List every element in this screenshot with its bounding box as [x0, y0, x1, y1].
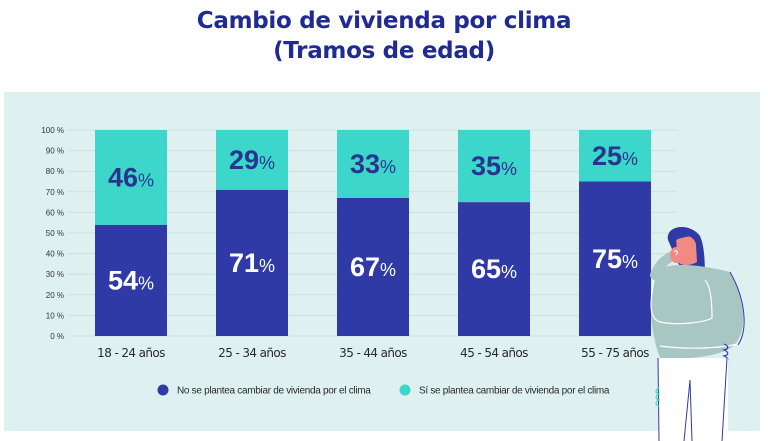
data-label: 35% [471, 151, 517, 181]
bar-segment-no [95, 224, 167, 336]
y-tick-label: 40 % [46, 250, 64, 259]
woman-thinking-illustration [650, 226, 745, 441]
x-category-label: 18 - 24 años [97, 346, 165, 360]
y-tick-label: 10 % [46, 311, 64, 320]
y-tick-label: 60 % [46, 208, 64, 217]
data-label: 25% [592, 141, 638, 171]
y-tick-label: 30 % [46, 270, 64, 279]
data-labels: 54% 46% 71% 29% 67% 33% 65% 35% 75% 25% [108, 141, 638, 296]
chart-subtitle: (Tramos de edad) [273, 38, 495, 64]
y-tick-label: 80 % [46, 167, 64, 176]
bar-segment-no [458, 202, 530, 336]
y-tick-label: 70 % [46, 188, 64, 197]
x-category-label: 25 - 34 años [218, 346, 286, 360]
legend-marker [157, 384, 169, 396]
bars [95, 130, 651, 336]
data-label: 33% [350, 149, 396, 179]
y-tick-label: 90 % [46, 147, 64, 156]
legend-item: No se plantea cambiar de vivienda por el… [157, 384, 372, 397]
bar-segment-si [458, 130, 530, 203]
data-label: 75% [592, 244, 638, 274]
x-category-label: 35 - 44 años [339, 346, 407, 360]
legend-label: Sí se plantea cambiar de vivienda por el… [419, 386, 610, 397]
chart-title-line-1: Cambio de vivienda por clima [196, 8, 572, 34]
y-tick-label: 20 % [46, 291, 64, 300]
x-category-label: 45 - 54 años [460, 346, 528, 360]
chart-title: Cambio de vivienda por clima (Tramos de … [0, 6, 768, 66]
bar-segment-si [579, 130, 651, 182]
legend-item: Sí se plantea cambiar de vivienda por el… [399, 384, 610, 397]
y-tick-label: 100 % [41, 126, 64, 135]
data-label: 65% [471, 254, 517, 284]
y-axis-ticks: 0 % 10 % 20 % 30 % 40 % 50 % 60 % 70 % 80 % 90 % 1… [41, 126, 64, 341]
x-category-label: 55 - 75 años [581, 346, 649, 360]
legend: No se plantea cambiar de vivienda por el… [157, 384, 610, 397]
bar-segment-no [337, 197, 409, 336]
bar-segment-no [216, 189, 288, 336]
legend-marker [399, 384, 411, 396]
bar-segment-no [579, 181, 651, 336]
bar-segment-si [95, 130, 167, 225]
x-axis-labels: 18 - 24 años 25 - 34 años 35 - 44 años 45 -… [97, 346, 650, 360]
data-label: 46% [108, 162, 154, 192]
bar-segment-si [337, 130, 409, 198]
y-tick-label: 50 % [46, 229, 64, 238]
data-label: 29% [229, 145, 275, 175]
data-label: 71% [229, 248, 275, 278]
bar-segment-si [216, 130, 288, 190]
data-label: 54% [108, 265, 154, 295]
y-tick-label: 0 % [50, 332, 64, 341]
data-label: 67% [350, 252, 396, 282]
legend-label: No se plantea cambiar de vivienda por el… [177, 386, 371, 397]
